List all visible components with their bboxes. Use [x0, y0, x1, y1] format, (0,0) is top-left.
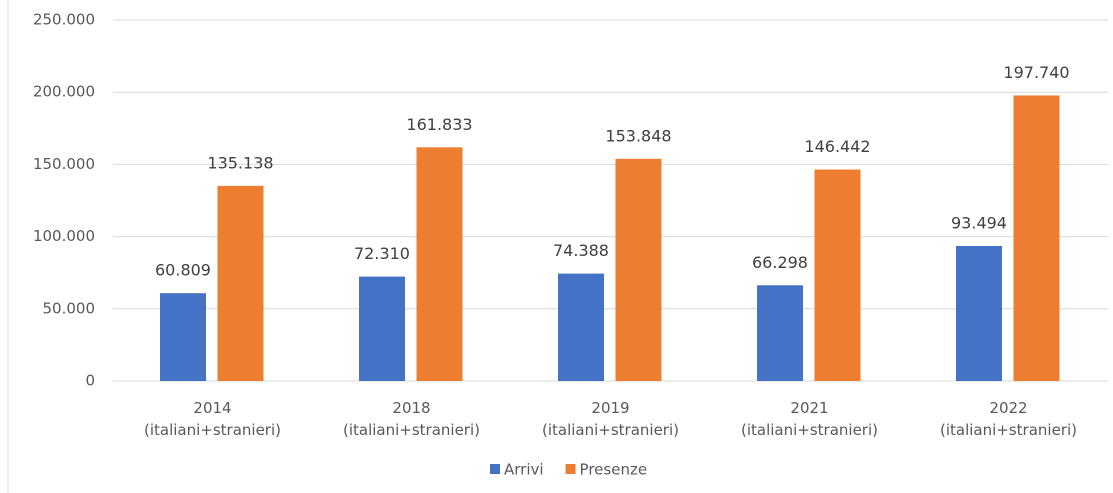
y-tick-label: 250.000 [33, 11, 95, 29]
value-label: 72.310 [354, 244, 410, 263]
value-label: 197.740 [1003, 63, 1069, 82]
value-label: 161.833 [406, 115, 472, 134]
bar [217, 185, 264, 381]
bar [615, 158, 662, 381]
bar [956, 245, 1002, 381]
value-label: 135.138 [207, 153, 273, 172]
x-tick-label: 2018 (italiani+stranieri) [343, 399, 480, 439]
value-label: 93.494 [951, 213, 1007, 232]
bar [558, 273, 604, 381]
x-tick-label: 2021 (italiani+stranieri) [741, 399, 878, 439]
x-tick-label: 2014 (italiani+stranieri) [144, 399, 281, 439]
legend-swatch [565, 464, 576, 474]
legend-swatch [490, 464, 500, 474]
y-tick-label: 0 [85, 372, 95, 390]
bar [359, 276, 405, 381]
value-label: 66.298 [752, 253, 808, 272]
bar [757, 285, 803, 381]
y-tick-label: 50.000 [43, 299, 96, 317]
bar [416, 147, 463, 381]
value-label: 74.388 [553, 241, 609, 260]
value-label: 60.809 [155, 261, 211, 280]
y-tick-label: 200.000 [33, 83, 95, 101]
legend-label: Arrivi [504, 461, 544, 479]
value-label: 153.848 [605, 126, 671, 145]
y-tick-label: 150.000 [33, 155, 95, 173]
bar [1013, 95, 1060, 381]
x-tick-label: 2019 (italiani+stranieri) [542, 399, 679, 439]
x-tick-label: 2022 (italiani+stranieri) [940, 399, 1077, 439]
y-tick-label: 100.000 [33, 227, 95, 245]
legend-label: Presenze [580, 461, 648, 479]
bar [160, 293, 206, 381]
value-label: 146.442 [804, 137, 870, 156]
bar [814, 169, 861, 381]
